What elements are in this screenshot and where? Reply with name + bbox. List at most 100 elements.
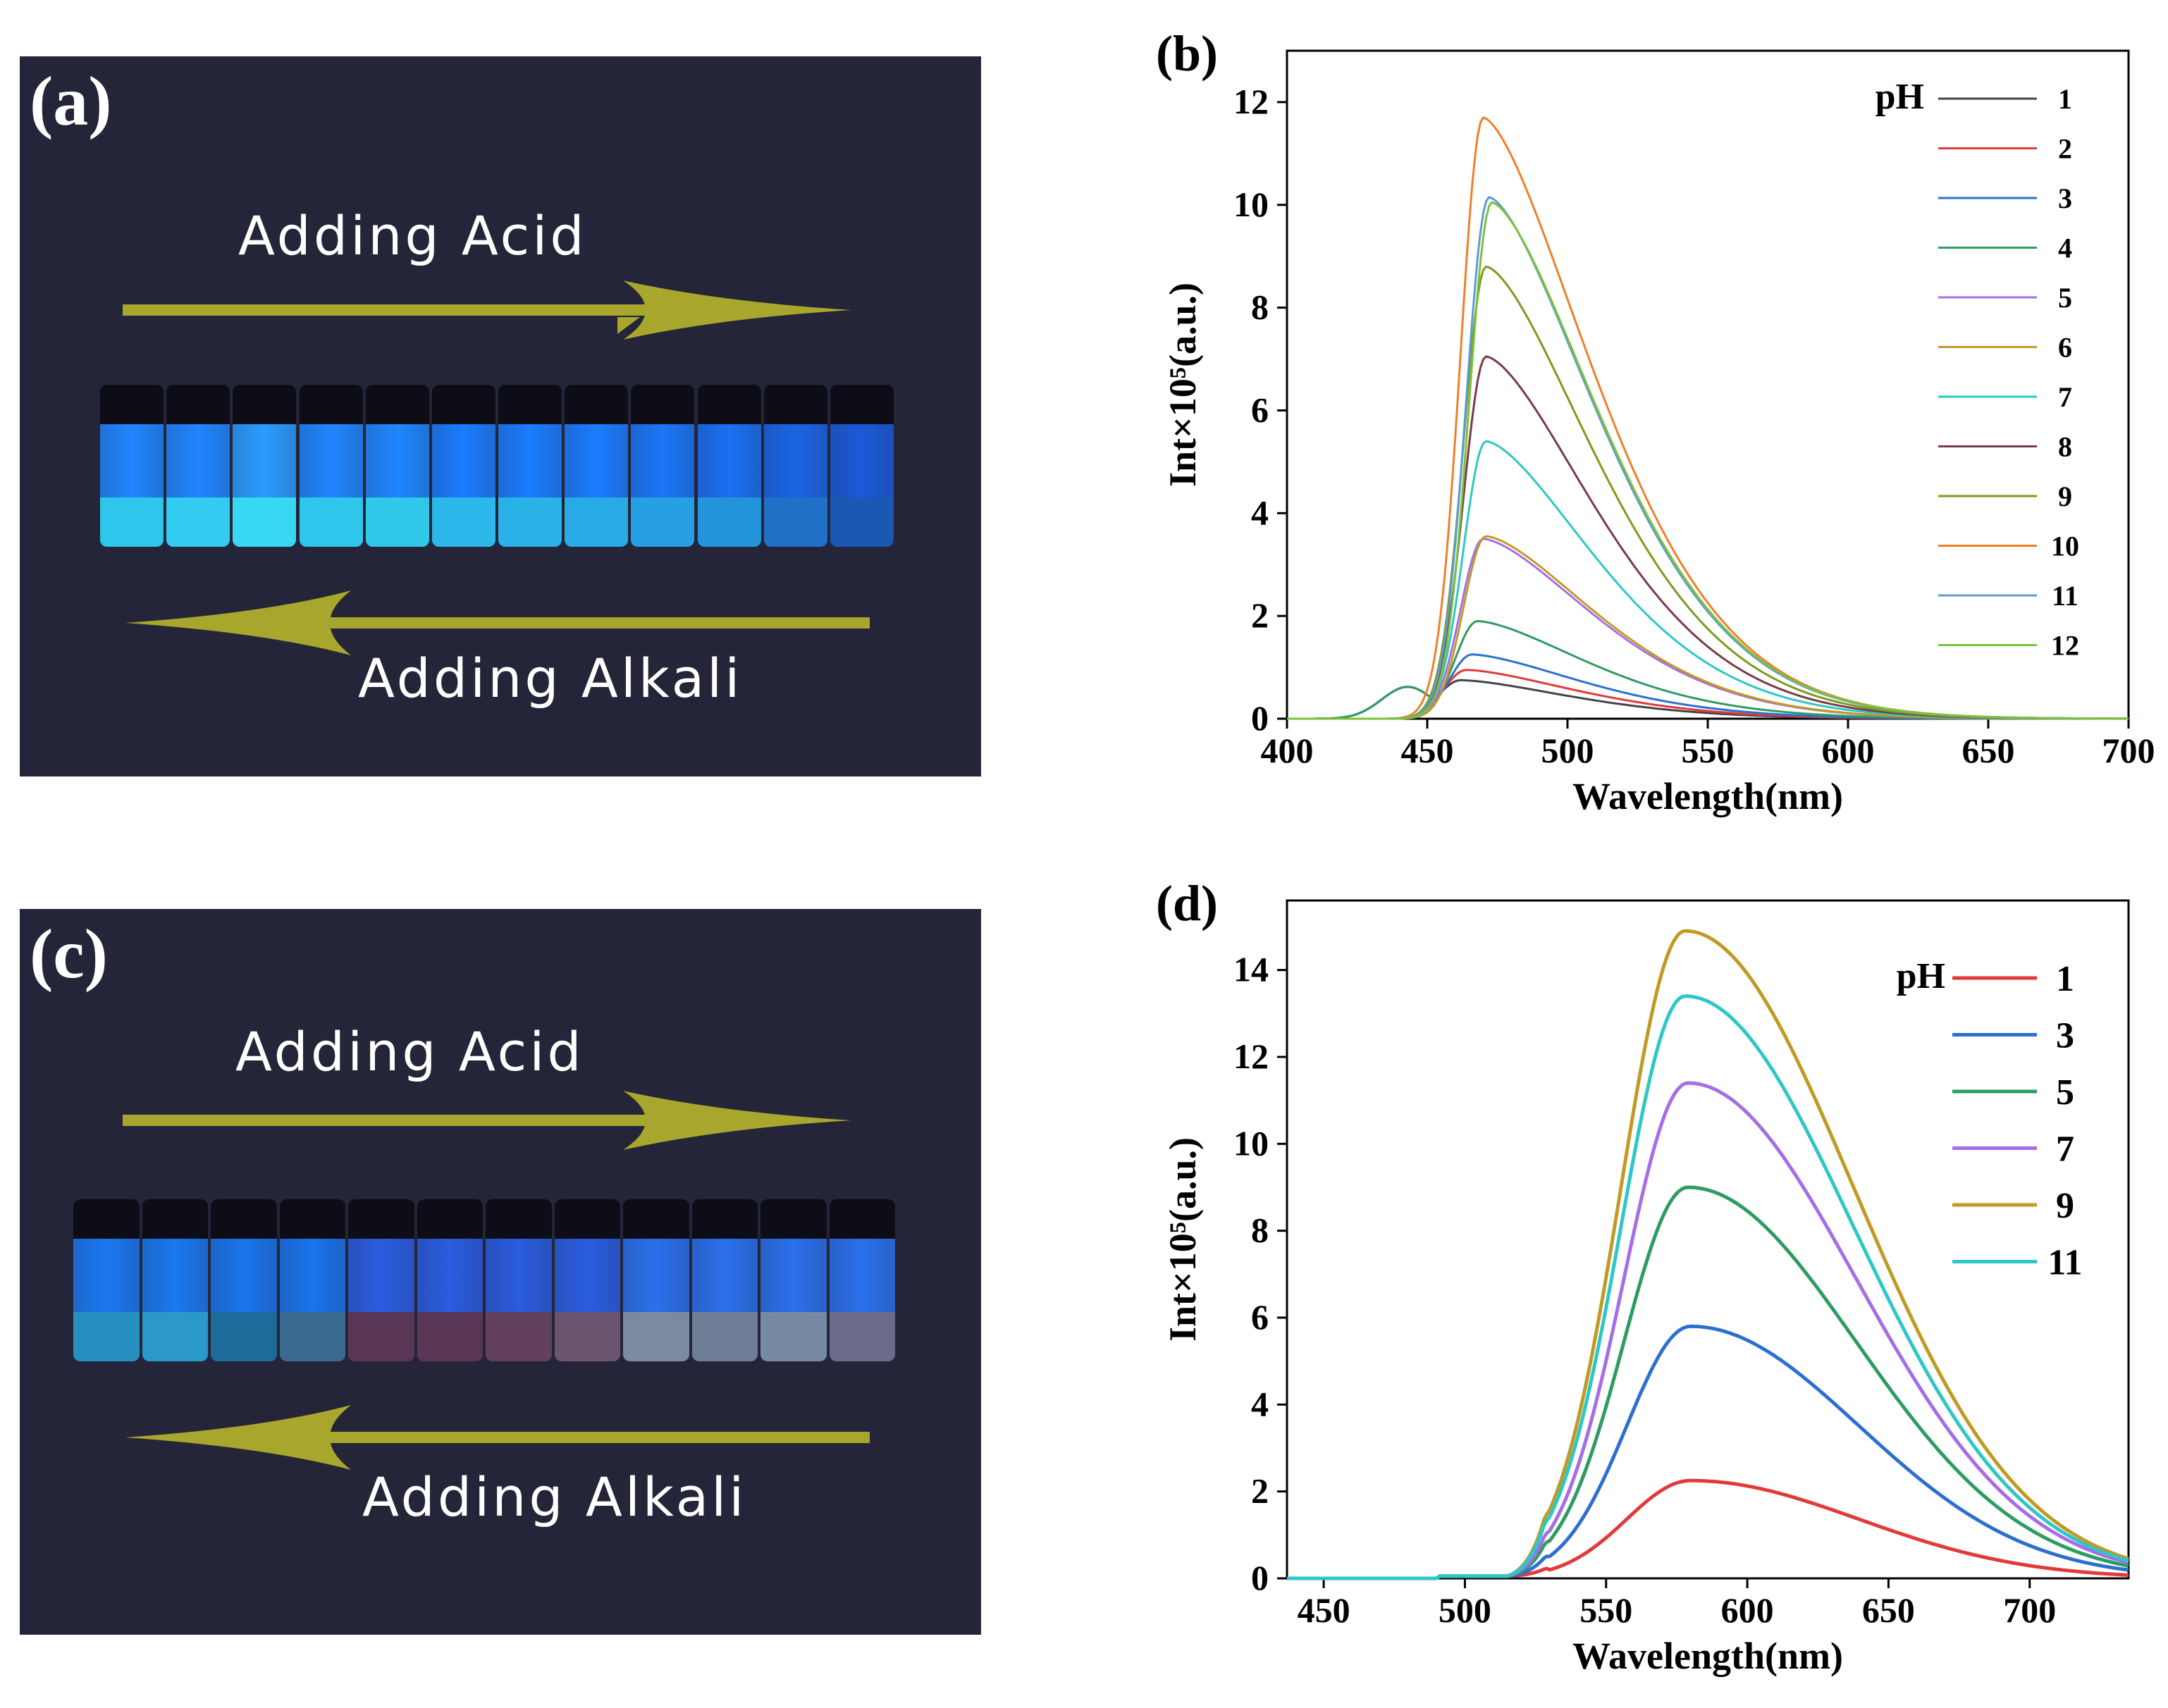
legend-label-ph-11: 11 — [2052, 580, 2078, 612]
legend-label-ph-9: 9 — [2056, 1186, 2074, 1226]
legend-label-ph-5: 5 — [2058, 282, 2072, 314]
vial — [631, 385, 695, 547]
series-line-ph-11 — [1287, 196, 2129, 720]
x-tick-label: 700 — [2003, 1590, 2056, 1630]
y-tick-label: 14 — [1233, 950, 1269, 989]
series-line-ph-4 — [1287, 619, 2129, 720]
series-line-ph-2 — [1287, 669, 2129, 720]
series-group — [1287, 929, 2129, 1580]
vial — [348, 1199, 414, 1361]
y-tick-label: 6 — [1251, 390, 1269, 429]
legend-title: pH — [1876, 77, 1924, 117]
vial — [691, 1199, 758, 1361]
x-axis-label: Wavelength(nm) — [1572, 775, 1843, 817]
x-tick-label: 700 — [2102, 731, 2155, 770]
legend-label-ph-7: 7 — [2058, 381, 2072, 413]
vial — [830, 385, 894, 547]
y-tick-label: 10 — [1233, 185, 1269, 224]
x-tick-label: 650 — [1862, 1590, 1915, 1630]
adding-alkali-text-c: Adding Alkali — [362, 1466, 747, 1528]
adding-acid-text-c: Adding Acid — [235, 1020, 584, 1083]
vial — [623, 1199, 689, 1361]
legend-label-ph-3: 3 — [2056, 1016, 2074, 1056]
series-line-ph-12 — [1287, 201, 2129, 720]
y-tick-label: 4 — [1251, 493, 1269, 532]
legend-label-ph-11: 11 — [2047, 1243, 2082, 1283]
x-tick-label: 550 — [1682, 731, 1735, 770]
left-arrow-icon — [125, 590, 870, 655]
vial — [417, 1199, 483, 1361]
x-tick-label: 450 — [1401, 731, 1454, 770]
x-tick-label: 500 — [1439, 1590, 1491, 1630]
vial — [486, 1199, 552, 1361]
vial — [211, 1199, 277, 1361]
y-axis-label: Int×10⁵(a.u.) — [1162, 1137, 1204, 1342]
series-line-ph-11 — [1287, 994, 2129, 1580]
vial — [554, 1199, 620, 1361]
panel-label-d: (d) — [1156, 875, 1218, 932]
plot-frame — [1286, 899, 2130, 1580]
vial — [498, 385, 562, 547]
series-line-ph-5 — [1287, 1185, 2129, 1580]
legend-label-ph-1: 1 — [2058, 83, 2072, 115]
vial — [829, 1199, 895, 1361]
series-line-ph-9 — [1287, 265, 2129, 720]
x-tick-label: 650 — [1962, 731, 2015, 770]
panel-label-a: (a) — [30, 62, 112, 140]
panel-label-b: (b) — [1156, 25, 1218, 82]
x-tick-label: 600 — [1822, 731, 1875, 770]
legend-label-ph-10: 10 — [2051, 531, 2079, 562]
photo-panel-c: (c) Adding Acid Adding Alkali — [20, 909, 981, 1635]
legend-label-ph-6: 6 — [2058, 332, 2072, 364]
y-tick-label: 12 — [1233, 1036, 1269, 1076]
y-tick-label: 8 — [1251, 1211, 1269, 1250]
y-tick-label: 0 — [1251, 1558, 1269, 1597]
vial — [100, 385, 164, 547]
x-tick-label: 600 — [1721, 1590, 1774, 1630]
vial — [233, 385, 297, 547]
right-arrow-icon — [123, 1091, 851, 1150]
vial — [365, 385, 429, 547]
legend-label-ph-12: 12 — [2051, 630, 2079, 662]
adding-alkali-text-a: Adding Alkali — [358, 647, 743, 710]
vial — [166, 385, 230, 547]
adding-acid-text-a: Adding Acid — [238, 204, 587, 267]
series-line-ph-3 — [1287, 1324, 2129, 1580]
vial — [73, 1199, 140, 1361]
panel-label-c: (c) — [30, 915, 108, 993]
vial — [760, 1199, 827, 1361]
y-tick-label: 6 — [1251, 1297, 1269, 1337]
vial — [565, 385, 629, 547]
series-line-ph-7 — [1287, 1081, 2129, 1580]
y-tick-label: 4 — [1251, 1384, 1269, 1423]
series-line-ph-1 — [1287, 1478, 2129, 1580]
x-tick-label: 550 — [1579, 1590, 1632, 1630]
vial-row-c — [72, 1199, 897, 1361]
vial — [431, 385, 495, 547]
series-group — [1287, 116, 2129, 720]
y-tick-label: 8 — [1251, 287, 1269, 327]
photo-panel-a: (a) Adding Acid Adding Alkali — [20, 56, 981, 776]
series-line-ph-7 — [1287, 440, 2129, 720]
y-tick-label: 10 — [1233, 1123, 1269, 1163]
legend-label-ph-5: 5 — [2056, 1072, 2074, 1113]
y-tick-label: 12 — [1233, 82, 1269, 121]
y-tick-label: 2 — [1251, 595, 1269, 635]
chart-b: 400 450 500 550 600 650 700024681012Wavelength… — [1156, 25, 2155, 817]
legend-label-ph-8: 8 — [2058, 431, 2072, 463]
vial — [697, 385, 761, 547]
y-tick-label: 2 — [1251, 1471, 1269, 1511]
legend-label-ph-2: 2 — [2058, 133, 2072, 165]
y-axis-label: Int×10⁵(a.u.) — [1162, 283, 1204, 487]
legend-title: pH — [1897, 956, 1945, 996]
x-tick-label: 500 — [1541, 731, 1594, 770]
legend-label-ph-3: 3 — [2058, 182, 2072, 214]
legend-label-ph-7: 7 — [2056, 1130, 2074, 1170]
vial — [142, 1199, 208, 1361]
chart-d: 450 500 550 600 650 700 0 2 4 6 8 10 12 14 Wavelength(… — [1156, 875, 2130, 1677]
legend-label-ph-9: 9 — [2058, 481, 2072, 512]
x-tick-label: 450 — [1298, 1590, 1350, 1630]
left-arrow-icon — [125, 1405, 870, 1470]
legend: pH 1 3 5 7 9 11 — [1897, 956, 2083, 1283]
